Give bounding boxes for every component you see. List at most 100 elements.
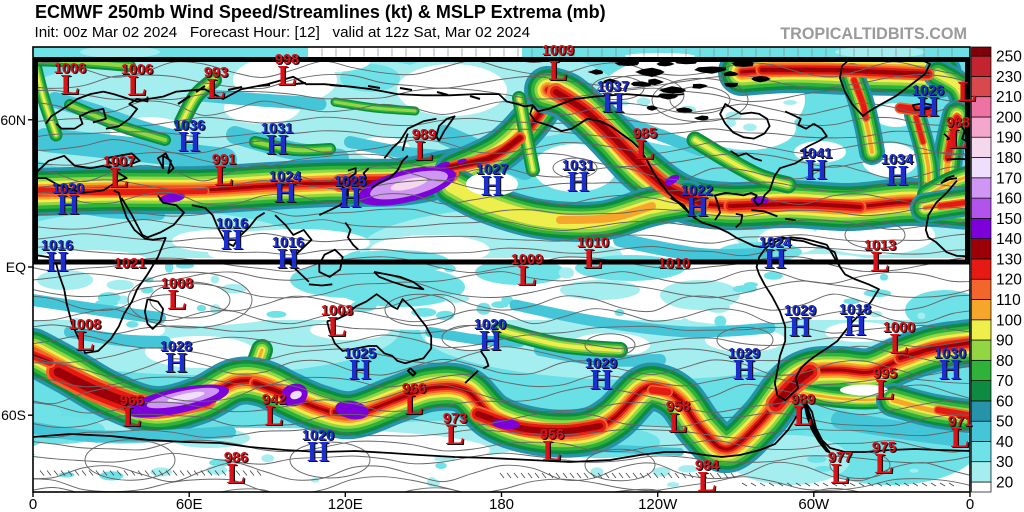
svg-text:958: 958: [666, 399, 690, 415]
svg-text:H: H: [278, 245, 300, 276]
svg-text:210: 210: [996, 89, 1022, 106]
svg-text:1031: 1031: [563, 159, 595, 175]
svg-text:L: L: [519, 262, 538, 293]
svg-text:1006: 1006: [121, 62, 153, 78]
svg-text:L: L: [872, 248, 891, 279]
svg-text:H: H: [940, 356, 962, 387]
svg-text:1016: 1016: [217, 217, 249, 233]
svg-text:1021: 1021: [115, 257, 147, 273]
svg-text:1009: 1009: [511, 252, 543, 268]
svg-text:200: 200: [996, 110, 1022, 127]
svg-text:1026: 1026: [913, 84, 945, 100]
svg-text:H: H: [939, 355, 961, 386]
svg-text:TROPICALTIDBITS.COM: TROPICALTIDBITS.COM: [780, 25, 967, 43]
svg-text:60S: 60S: [1, 407, 26, 423]
svg-text:H: H: [603, 89, 625, 120]
svg-text:L: L: [406, 391, 425, 422]
svg-text:988: 988: [947, 116, 971, 132]
svg-text:180: 180: [489, 496, 514, 512]
svg-text:984: 984: [695, 458, 719, 474]
svg-text:1007: 1007: [103, 154, 135, 170]
svg-text:60W: 60W: [798, 496, 830, 512]
svg-text:1006: 1006: [122, 63, 154, 79]
svg-text:L: L: [670, 409, 689, 440]
svg-text:1031: 1031: [562, 158, 594, 174]
svg-text:L: L: [877, 376, 896, 407]
svg-text:L: L: [124, 403, 143, 434]
svg-text:1016: 1016: [42, 239, 74, 255]
svg-text:1003: 1003: [322, 304, 354, 320]
svg-text:100: 100: [996, 312, 1022, 329]
svg-text:991: 991: [212, 152, 236, 168]
svg-text:L: L: [128, 71, 147, 102]
svg-text:1000: 1000: [883, 320, 915, 336]
svg-text:1021: 1021: [114, 256, 146, 272]
svg-text:L: L: [416, 137, 435, 168]
svg-text:H: H: [568, 168, 590, 199]
svg-text:L: L: [329, 313, 348, 344]
svg-text:1025: 1025: [344, 346, 376, 362]
svg-text:1013: 1013: [865, 239, 897, 255]
svg-text:H: H: [339, 183, 361, 214]
svg-text:1024: 1024: [760, 236, 792, 252]
svg-text:966: 966: [403, 382, 427, 398]
svg-text:1009: 1009: [542, 43, 574, 59]
svg-text:1029: 1029: [586, 357, 618, 373]
svg-text:L: L: [699, 468, 718, 499]
svg-text:975: 975: [872, 440, 896, 456]
svg-text:L: L: [77, 327, 96, 358]
svg-text:L: L: [669, 408, 688, 439]
svg-text:989: 989: [413, 128, 437, 144]
svg-text:958: 958: [667, 400, 691, 416]
svg-text:986: 986: [225, 451, 249, 467]
svg-text:1034: 1034: [882, 153, 914, 169]
svg-text:50: 50: [996, 414, 1014, 431]
svg-text:L: L: [111, 164, 130, 195]
svg-text:160: 160: [996, 191, 1022, 208]
svg-text:H: H: [844, 311, 866, 342]
svg-text:1020: 1020: [303, 429, 335, 445]
svg-text:L: L: [328, 312, 347, 343]
svg-text:H: H: [274, 178, 296, 209]
svg-text:1041: 1041: [800, 146, 832, 162]
svg-text:1024: 1024: [759, 235, 791, 251]
svg-text:H: H: [481, 171, 503, 202]
svg-text:1031: 1031: [261, 121, 293, 137]
svg-text:H: H: [806, 156, 828, 187]
svg-text:H: H: [166, 349, 188, 380]
svg-text:995: 995: [874, 367, 898, 383]
svg-text:1009: 1009: [512, 253, 544, 269]
svg-text:L: L: [61, 70, 80, 101]
svg-text:1000: 1000: [884, 321, 916, 337]
svg-text:L: L: [637, 136, 656, 167]
svg-text:1018: 1018: [839, 302, 871, 318]
svg-text:L: L: [959, 78, 978, 109]
svg-text:L: L: [876, 375, 895, 406]
svg-text:110: 110: [996, 292, 1021, 309]
svg-text:L: L: [949, 124, 968, 155]
svg-text:L: L: [228, 460, 247, 491]
svg-text:H: H: [734, 356, 756, 387]
svg-text:1028: 1028: [161, 340, 193, 356]
svg-text:60N: 60N: [0, 112, 26, 128]
svg-text:L: L: [875, 449, 894, 480]
svg-text:1025: 1025: [345, 347, 377, 363]
svg-text:1020: 1020: [302, 428, 334, 444]
svg-text:H: H: [790, 313, 812, 344]
svg-text:1024: 1024: [269, 169, 301, 185]
svg-text:130: 130: [996, 251, 1022, 268]
svg-text:1010: 1010: [577, 235, 609, 251]
svg-text:L: L: [447, 421, 466, 452]
svg-text:H: H: [789, 312, 811, 343]
svg-text:L: L: [129, 72, 148, 103]
svg-text:70: 70: [996, 373, 1014, 390]
svg-text:1022: 1022: [681, 183, 713, 199]
svg-text:H: H: [567, 167, 589, 198]
svg-text:L: L: [518, 261, 537, 292]
svg-text:1013: 1013: [864, 238, 896, 254]
svg-text:H: H: [267, 131, 289, 162]
svg-text:L: L: [415, 136, 434, 167]
svg-text:1026: 1026: [912, 83, 944, 99]
svg-text:L: L: [207, 74, 226, 105]
svg-text:170: 170: [996, 170, 1022, 187]
